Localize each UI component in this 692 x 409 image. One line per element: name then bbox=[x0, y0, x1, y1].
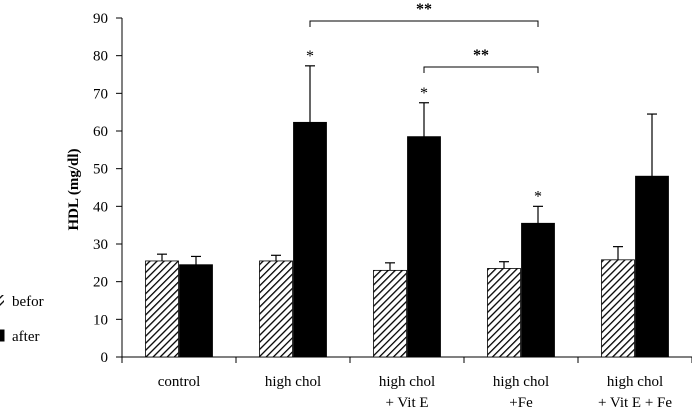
bars bbox=[145, 65, 669, 358]
y-tick-label: 30 bbox=[93, 237, 108, 253]
bar-after bbox=[179, 264, 213, 358]
bar-befor bbox=[259, 260, 293, 358]
legend-swatch-befor bbox=[0, 295, 4, 306]
y-tick-label: 90 bbox=[93, 11, 108, 27]
category-label: high chol bbox=[607, 374, 663, 390]
category-label: high chol bbox=[379, 374, 435, 390]
legend-swatch-after bbox=[0, 329, 5, 342]
bracket-line bbox=[309, 20, 539, 28]
y-tick-label: 0 bbox=[101, 350, 109, 366]
y-tick-label: 70 bbox=[93, 86, 108, 102]
labels: HDL (mg/dl) control high chol high chol + Vi… bbox=[66, 1, 672, 409]
y-tick-label: 10 bbox=[93, 312, 108, 328]
significance-star: * bbox=[420, 85, 428, 102]
y-tick-label: 60 bbox=[93, 124, 108, 140]
y-axis-label: HDL (mg/dl) bbox=[66, 148, 82, 230]
significance-star: * bbox=[306, 48, 314, 65]
category-label: high chol bbox=[265, 374, 321, 390]
bar-after bbox=[521, 222, 555, 358]
category-label: control bbox=[158, 374, 201, 390]
y-tick-label: 40 bbox=[93, 199, 108, 215]
bracket-label: ** bbox=[416, 1, 432, 18]
significance-bracket: ** bbox=[309, 1, 539, 28]
bar-befor bbox=[145, 260, 179, 358]
category-label: + Vit E + Fe bbox=[598, 395, 672, 409]
bar-after bbox=[635, 175, 669, 358]
y-tick-label: 80 bbox=[93, 49, 108, 65]
bracket-line bbox=[423, 66, 539, 73]
legend-label-after: after bbox=[12, 329, 39, 345]
legend-label-befor: befor bbox=[12, 294, 44, 310]
bar-befor bbox=[487, 268, 521, 358]
significance-bracket: ** bbox=[423, 47, 539, 73]
bar-befor bbox=[601, 259, 635, 358]
category-label: + Vit E bbox=[385, 395, 428, 409]
bar-after bbox=[407, 136, 441, 358]
bar-befor bbox=[373, 269, 407, 358]
bar-after bbox=[293, 121, 327, 358]
legend: befor after bbox=[0, 294, 44, 345]
significance-star: * bbox=[534, 188, 542, 205]
axes: 0 10 20 30 40 50 60 70 80 90 bbox=[93, 11, 692, 366]
category-label: high chol bbox=[493, 374, 549, 390]
y-tick-label: 20 bbox=[93, 275, 108, 291]
category-label: +Fe bbox=[509, 395, 533, 409]
y-tick-label: 50 bbox=[93, 162, 108, 178]
bracket-label: ** bbox=[473, 47, 489, 64]
